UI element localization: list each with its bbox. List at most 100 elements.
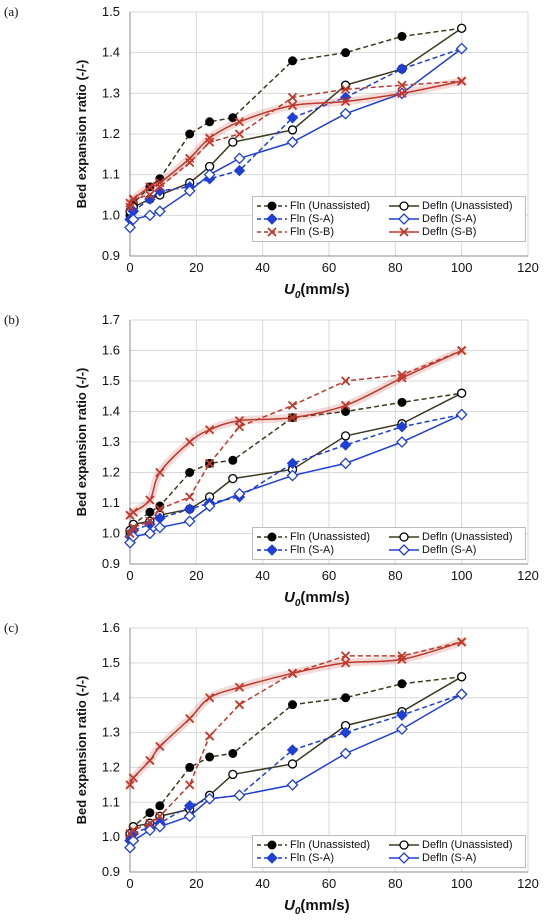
data-point-defln-s-a xyxy=(286,778,299,791)
x-tick-label: 40 xyxy=(255,876,269,891)
x-tick-label: 100 xyxy=(451,568,473,583)
legend-swatch xyxy=(389,852,419,864)
series-line-fln-unassisted xyxy=(129,676,462,838)
legend-label: Defln (S-A) xyxy=(422,852,477,864)
panel-label: (b) xyxy=(4,312,20,327)
data-point-fln-unassisted xyxy=(397,397,407,407)
legend-item-defln-unassisted: Defln (Unassisted) xyxy=(389,839,521,851)
data-point-series-5 xyxy=(145,755,155,766)
data-point-series-4 xyxy=(287,400,298,411)
legend-marker xyxy=(399,840,409,850)
chart-plot-c: 0.9 1.0 1.1 1.2 1.3 1.4 1.5 1.6 0 20 40 60 80 100 120 xyxy=(102,620,539,891)
legend-marker xyxy=(398,544,410,556)
legend-item-defln-unassisted: Defln (Unassisted) xyxy=(389,531,521,543)
data-point-fln-s-a xyxy=(339,726,352,739)
data-point-defln-s-a xyxy=(286,469,299,482)
data-point-fln-unassisted xyxy=(228,455,238,465)
legend-swatch xyxy=(389,840,419,850)
legend-swatch xyxy=(389,532,419,542)
data-point-defln-unassisted xyxy=(457,23,467,33)
data-point-series-4 xyxy=(128,825,138,835)
legend-item-defln-s-b: Defln (S-B) xyxy=(389,226,521,238)
data-point-series-5 xyxy=(128,507,138,517)
data-point-fln-s-a xyxy=(183,503,196,515)
legend-item-fln-s-b: Fln (S-B) xyxy=(257,226,389,238)
data-point-fln-unassisted xyxy=(145,507,155,517)
legend-label: Defln (S-A) xyxy=(422,544,477,556)
panel-label: (a) xyxy=(4,4,19,19)
x-tick-label: 0 xyxy=(126,876,133,891)
y-tick-label: 1.0 xyxy=(102,207,120,222)
legend-item-fln-s-a: Fln (S-A) xyxy=(257,852,389,864)
y-tick-label: 1.1 xyxy=(102,794,120,809)
chart-panel-b: (b) 0.9 1.0 1.1 1.2 1.3 1.4 1.5 1.6 1.7 0 20 40 60 80… xyxy=(0,308,550,616)
legend: Fln (Unassisted) Defln (Unassisted) Fln (S… xyxy=(252,527,526,560)
x-tick-label: 0 xyxy=(126,568,133,583)
legend-label: Defln (Unassisted) xyxy=(422,531,513,543)
data-point-fln-s-a xyxy=(286,457,299,470)
x-axis-label: U0(mm/s) xyxy=(284,281,350,301)
series-line-series-4 xyxy=(129,349,462,534)
data-point-defln-s-a xyxy=(203,500,216,512)
y-tick-label: 1.3 xyxy=(102,85,120,100)
y-tick-label: 1.5 xyxy=(102,655,120,670)
data-point-fln-unassisted xyxy=(185,762,195,772)
x-tick-label: 0 xyxy=(126,260,133,275)
data-point-fln-s-a xyxy=(396,421,408,433)
data-point-series-5 xyxy=(457,637,467,647)
y-tick-label: 1.0 xyxy=(102,829,120,844)
legend-item-fln-s-a: Fln (S-A) xyxy=(257,213,389,225)
legend-item-fln-unassisted: Fln (Unassisted) xyxy=(257,200,389,212)
legend-label: Fln (Unassisted) xyxy=(290,839,371,851)
legend-swatch xyxy=(257,852,287,864)
data-point-defln-s-a xyxy=(396,436,408,448)
legend-swatch xyxy=(389,201,419,211)
data-point-defln-s-a xyxy=(455,408,468,421)
data-point-fln-s-b xyxy=(287,92,298,103)
legend-item-defln-s-a: Defln (S-A) xyxy=(389,852,521,864)
data-point-fln-s-b xyxy=(340,84,351,94)
legend-marker xyxy=(266,544,278,556)
x-tick-label: 60 xyxy=(322,568,336,583)
y-tick-label: 0.9 xyxy=(102,556,120,571)
data-point-defln-unassisted xyxy=(340,431,351,441)
legend-label: Fln (Unassisted) xyxy=(290,200,371,212)
data-point-series-4 xyxy=(145,516,155,526)
data-point-series-5 xyxy=(204,425,215,435)
legend-marker xyxy=(267,840,277,850)
legend-marker xyxy=(266,852,278,864)
data-point-fln-unassisted xyxy=(397,31,407,41)
data-point-series-4 xyxy=(204,731,215,741)
x-tick-label: 80 xyxy=(388,876,402,891)
x-tick-label: 100 xyxy=(451,260,473,275)
y-tick-label: 1.4 xyxy=(102,690,120,705)
data-point-fln-unassisted xyxy=(185,129,195,139)
x-tick-label: 120 xyxy=(517,568,539,583)
data-point-defln-s-a xyxy=(153,521,166,534)
x-axis-label: U0(mm/s) xyxy=(284,589,350,609)
data-point-series-5 xyxy=(457,345,467,356)
y-tick-label: 0.9 xyxy=(102,864,120,879)
legend-item-defln-s-a: Defln (S-A) xyxy=(389,213,521,225)
legend-swatch xyxy=(257,840,287,850)
chart-panel-c: (c) 0.9 1.0 1.1 1.2 1.3 1.4 1.5 1.6 0 20 40 60 80 100… xyxy=(0,616,550,924)
data-point-series-5 xyxy=(287,668,298,678)
x-tick-label: 20 xyxy=(189,568,203,583)
x-tick-label: 40 xyxy=(255,260,269,275)
data-point-series-5 xyxy=(397,654,407,665)
legend-label: Fln (S-B) xyxy=(290,226,334,238)
data-point-series-5 xyxy=(204,693,215,703)
legend-label: Defln (Unassisted) xyxy=(422,200,513,212)
data-point-defln-s-b xyxy=(340,96,351,107)
x-tick-label: 120 xyxy=(517,876,539,891)
legend-item-fln-unassisted: Fln (Unassisted) xyxy=(257,839,389,851)
data-point-series-4 xyxy=(125,528,135,539)
legend-marker xyxy=(267,532,277,542)
chart-panel-a: (a) 0.9 1.0 1.1 1.2 1.3 1.4 1.5 0 20 40 60 80 100 120… xyxy=(0,0,550,308)
data-point-series-4 xyxy=(155,504,165,514)
data-point-defln-s-a xyxy=(153,205,166,218)
y-tick-label: 0.9 xyxy=(102,248,120,263)
data-point-fln-s-a xyxy=(396,63,408,75)
data-point-defln-unassisted xyxy=(287,125,298,135)
data-point-series-4 xyxy=(185,780,195,790)
